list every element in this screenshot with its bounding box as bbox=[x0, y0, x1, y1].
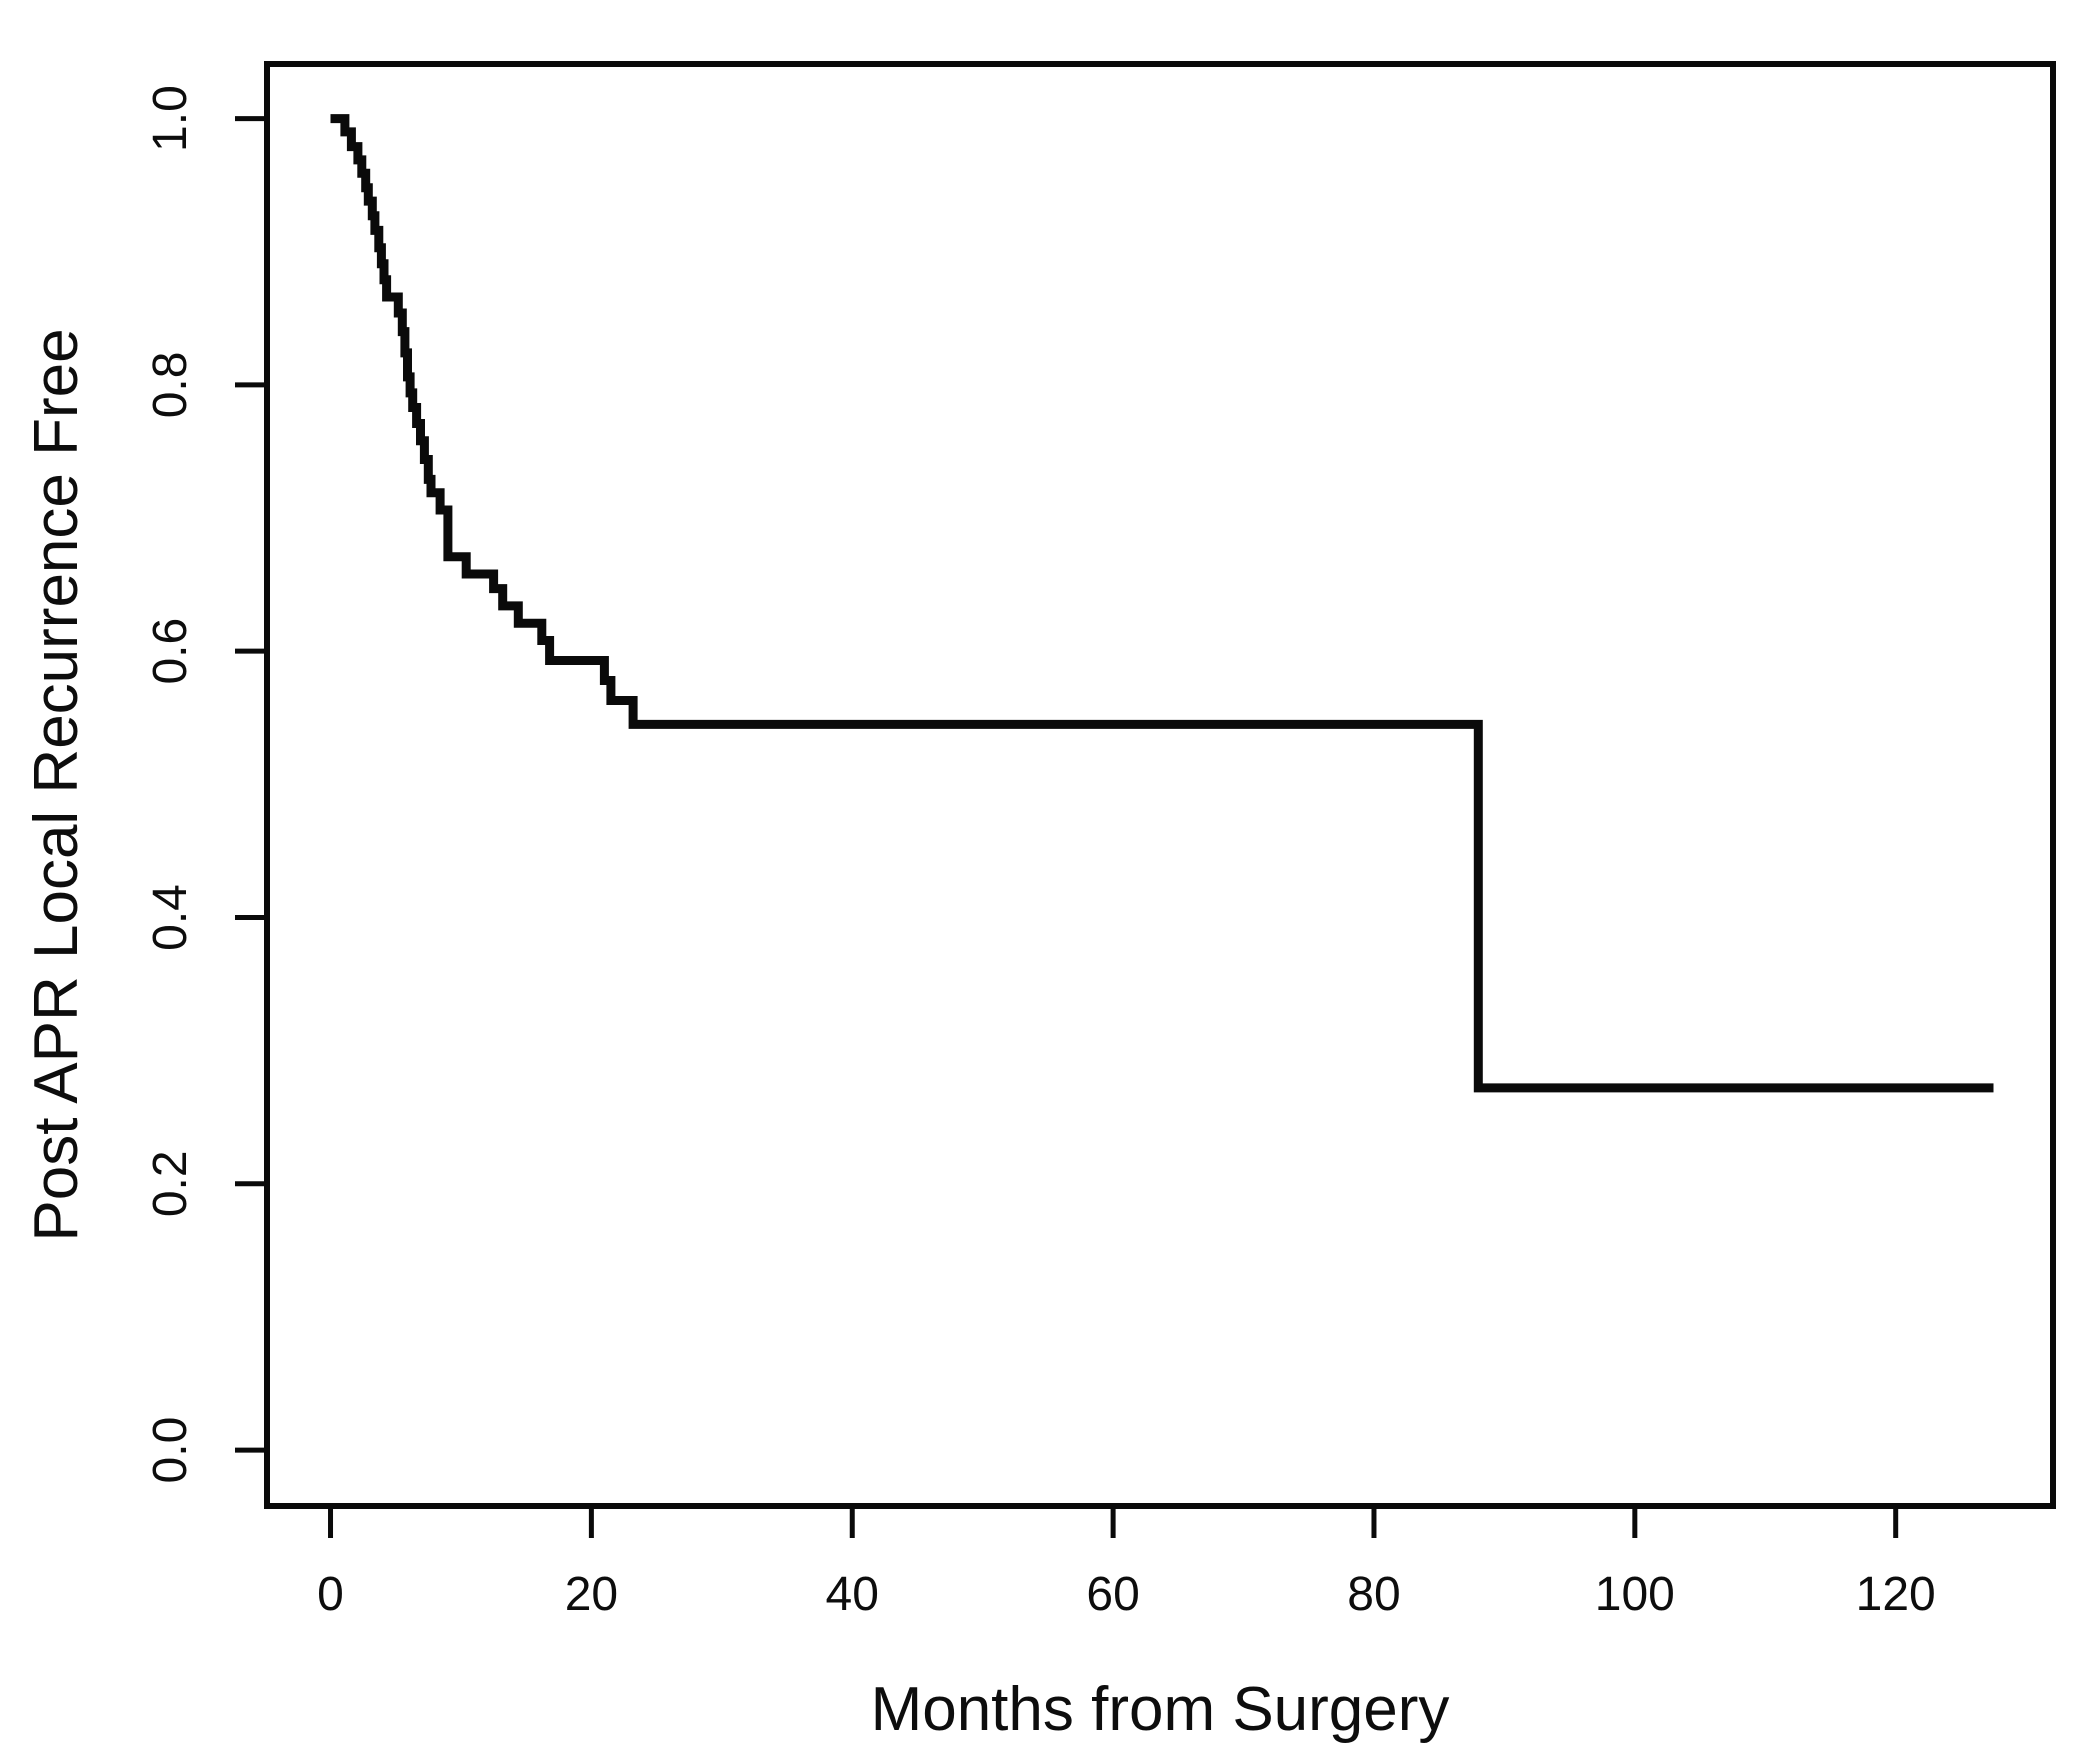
x-tick-label: 60 bbox=[1086, 1568, 1139, 1621]
y-tick-label: 0.0 bbox=[144, 1417, 197, 1484]
x-axis-title: Months from Surgery bbox=[871, 1675, 1450, 1744]
x-tick-label: 0 bbox=[317, 1568, 344, 1621]
y-tick-label: 0.2 bbox=[144, 1150, 197, 1217]
plot-area-border bbox=[264, 61, 2056, 1509]
y-tick-label: 0.6 bbox=[144, 618, 197, 685]
x-tick-label: 100 bbox=[1595, 1568, 1675, 1621]
x-tick-label: 40 bbox=[826, 1568, 879, 1621]
y-tick-label: 1.0 bbox=[144, 85, 197, 152]
survival-curve bbox=[330, 114, 1994, 1093]
y-axis-ticks: 0.0 0.2 0.4 0.6 0.8 1.0 bbox=[144, 85, 267, 1483]
x-tick-label: 120 bbox=[1856, 1568, 1936, 1621]
y-tick-label: 0.4 bbox=[144, 884, 197, 951]
x-tick-label: 80 bbox=[1347, 1568, 1400, 1621]
x-axis-ticks: 0 20 40 60 80 100 120 bbox=[317, 1506, 1936, 1621]
y-axis-title: Post APR Local Recurrence Free bbox=[22, 328, 91, 1241]
x-tick-label: 20 bbox=[565, 1568, 618, 1621]
y-tick-label: 0.8 bbox=[144, 352, 197, 419]
